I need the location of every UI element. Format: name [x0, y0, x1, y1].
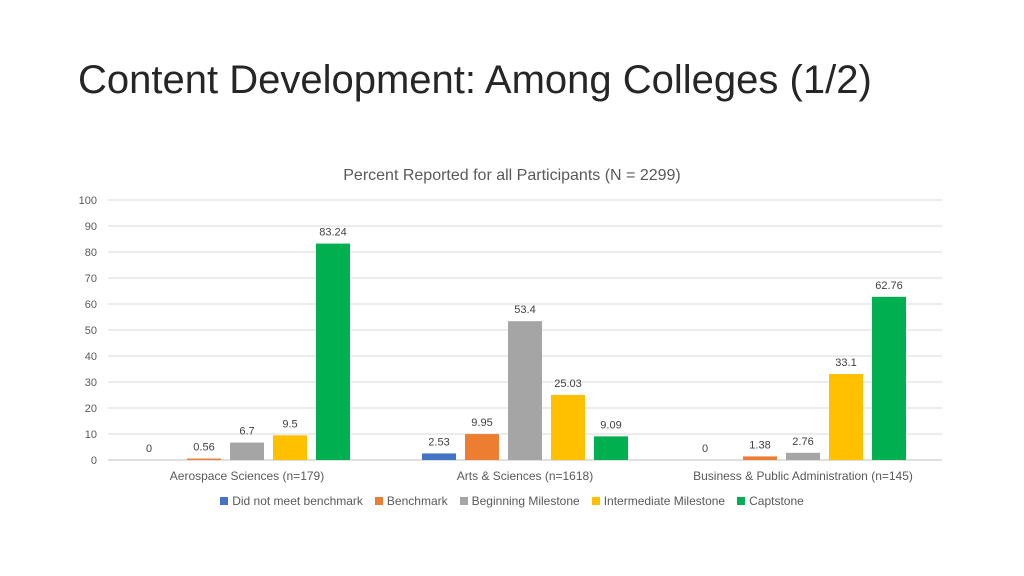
legend-swatch	[737, 497, 746, 505]
legend-label: Did not meet benchmark	[232, 494, 363, 508]
legend-item: Benchmark	[374, 494, 448, 508]
data-label: 9.09	[600, 419, 621, 431]
y-tick-label: 50	[85, 325, 97, 337]
data-label: 0.56	[193, 442, 214, 454]
data-label: 6.7	[239, 426, 254, 438]
bar	[829, 373, 863, 460]
data-label: 2.53	[428, 436, 449, 448]
bar	[187, 458, 221, 460]
y-tick-label: 80	[85, 247, 97, 259]
y-tick-label: 0	[91, 455, 97, 467]
y-axis: 0 10 20 30 40 50 60 70 80 90 100	[79, 195, 97, 467]
legend-item: Did not meet benchmark	[220, 494, 363, 508]
legend-item: Beginning Milestone	[459, 494, 580, 508]
bar	[422, 453, 456, 460]
data-label: 83.24	[319, 227, 347, 239]
bar	[743, 456, 777, 460]
page-title: Content Development: Among Colleges (1/2…	[78, 58, 872, 102]
legend-label: Intermediate Milestone	[603, 494, 726, 508]
data-label: 0	[702, 443, 708, 455]
y-tick-label: 30	[85, 377, 97, 389]
bar	[465, 434, 499, 460]
x-axis: Aerospace Sciences (n=179) Arts & Science…	[170, 469, 913, 483]
data-label: 33.1	[835, 357, 856, 369]
bar	[508, 321, 542, 460]
chart-title: Percent Reported for all Participants (N…	[343, 167, 681, 184]
legend-label: Benchmark	[386, 494, 448, 508]
data-label: 1.38	[749, 439, 770, 451]
legend-item: Captstone	[737, 494, 804, 508]
data-label: 62.76	[875, 280, 903, 292]
y-tick-label: 60	[85, 299, 97, 311]
bars	[187, 243, 906, 460]
data-label: 25.03	[554, 378, 582, 390]
bar	[594, 436, 628, 460]
legend-swatch	[374, 497, 383, 505]
legend-label: Beginning Milestone	[471, 494, 580, 508]
x-category-label: Arts & Sciences (n=1618)	[457, 469, 593, 483]
data-label: 53.4	[514, 304, 535, 316]
data-label: 9.95	[471, 417, 492, 429]
x-category-label: Business & Public Administration (n=145)	[693, 469, 913, 483]
bar	[872, 296, 906, 460]
y-tick-label: 100	[79, 195, 97, 207]
y-tick-label: 10	[85, 429, 97, 441]
legend: Did not meet benchmark Benchmark Beginning…	[0, 494, 1024, 508]
bar	[786, 452, 820, 460]
x-category-label: Aerospace Sciences (n=179)	[170, 469, 324, 483]
bar	[551, 394, 585, 460]
bar	[316, 243, 350, 460]
legend-swatch	[459, 497, 468, 505]
legend-label: Captstone	[749, 494, 804, 508]
data-labels: 0 0.56 6.7 9.5 83.24 2.53 9.95 53.4 25.03 9.09 0 1.…	[146, 227, 903, 455]
y-tick-label: 40	[85, 351, 97, 363]
y-tick-label: 90	[85, 221, 97, 233]
legend-swatch	[591, 497, 600, 505]
bar	[273, 435, 307, 460]
data-label: 0	[146, 443, 152, 455]
y-tick-label: 70	[85, 273, 97, 285]
y-tick-label: 20	[85, 403, 97, 415]
data-label: 2.76	[792, 436, 813, 448]
legend-swatch	[220, 497, 229, 505]
bar	[230, 442, 264, 460]
data-label: 9.5	[282, 418, 297, 430]
legend-item: Intermediate Milestone	[591, 494, 726, 508]
